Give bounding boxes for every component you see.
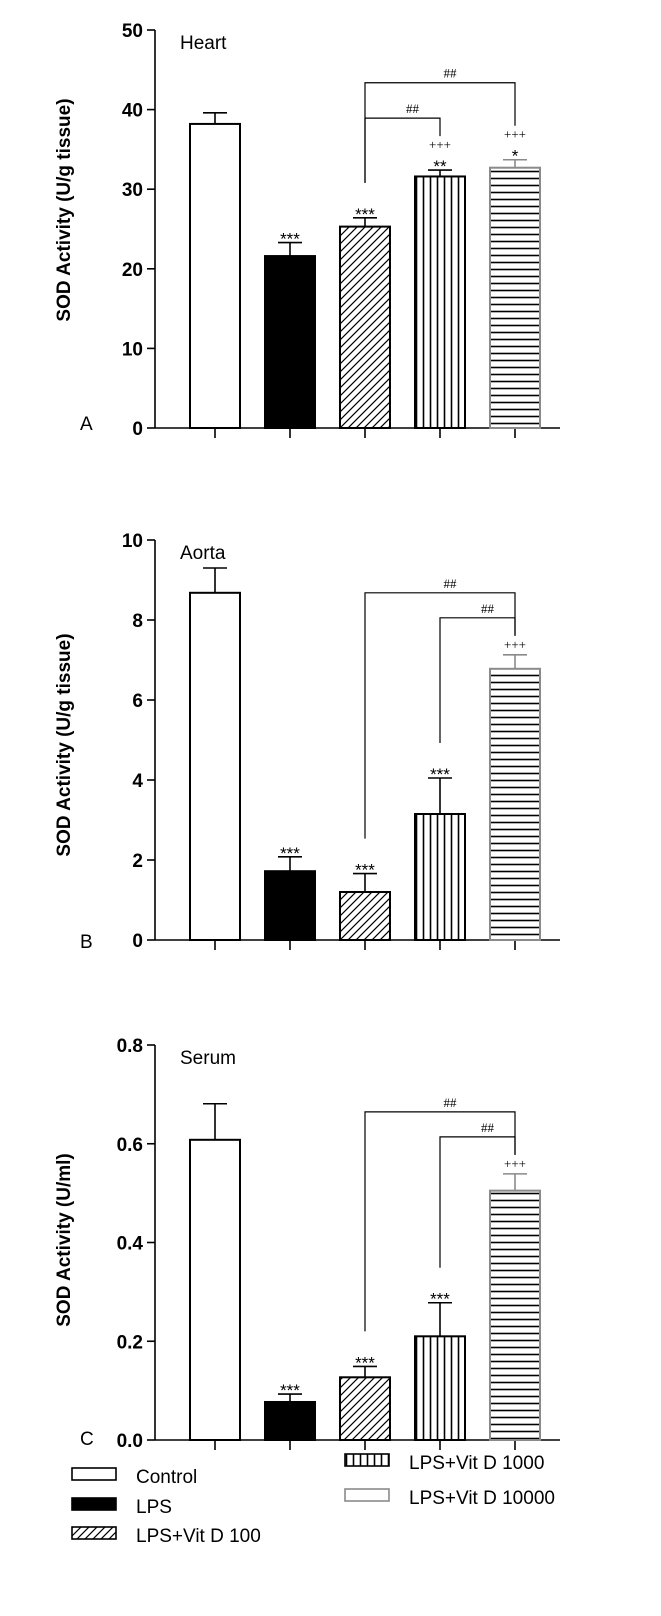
legend-label: LPS+Vit D 100 bbox=[136, 1526, 261, 1547]
significance-mark: *** bbox=[280, 230, 300, 249]
y-tick-label: 8 bbox=[132, 611, 143, 632]
panel-a: 0 10 20 30 40 50 SOD Activity (U/g tissue) Hear… bbox=[54, 21, 560, 440]
lps-vitd100-bar bbox=[339, 225, 391, 429]
legend-label: LPS+Vit D 10000 bbox=[409, 1488, 555, 1509]
y-tick-label: 0.6 bbox=[117, 1135, 143, 1156]
lps-vitd1000-bar bbox=[414, 1335, 466, 1441]
significance-mark: *** bbox=[280, 844, 300, 863]
y-tick-label: 0.0 bbox=[117, 1431, 143, 1452]
panel-title: Heart bbox=[180, 33, 227, 54]
bracket-label: ## bbox=[406, 101, 420, 116]
panel-letter: A bbox=[80, 414, 93, 435]
significance-mark: *** bbox=[355, 861, 375, 880]
control-bar bbox=[189, 122, 241, 429]
comparison-bracket bbox=[364, 592, 516, 839]
control-bar bbox=[189, 591, 241, 941]
y-tick-label: 0.4 bbox=[117, 1234, 144, 1255]
control-bar bbox=[189, 1138, 241, 1442]
significance-mark: ** bbox=[433, 157, 447, 176]
lps-bar bbox=[264, 870, 316, 942]
significance-mark: *** bbox=[430, 765, 450, 784]
y-tick-label: 0.2 bbox=[117, 1332, 143, 1353]
significance-mark: *** bbox=[430, 1290, 450, 1309]
significance-mark: *** bbox=[355, 205, 375, 224]
legend-label: LPS bbox=[136, 1497, 172, 1518]
lps-vitd1000-bar bbox=[414, 813, 466, 941]
legend-swatch bbox=[71, 1467, 117, 1481]
y-tick-label: 2 bbox=[132, 851, 143, 872]
legend-swatch bbox=[71, 1526, 117, 1540]
lps-vitd1000-bar bbox=[414, 175, 466, 429]
legend-swatch bbox=[344, 1488, 390, 1502]
significance-mark: +++ bbox=[504, 1156, 526, 1171]
comparison-bracket bbox=[364, 1111, 516, 1332]
bracket-label: ## bbox=[444, 576, 458, 591]
lps-vitd100-bar bbox=[339, 1376, 391, 1441]
y-tick-label: 20 bbox=[122, 260, 143, 281]
legend-swatch bbox=[344, 1453, 390, 1467]
y-tick-label: 4 bbox=[132, 771, 143, 792]
comparison-bracket bbox=[364, 82, 516, 183]
panel-letter: C bbox=[80, 1429, 94, 1450]
y-tick-label: 6 bbox=[132, 691, 143, 712]
y-tick-label: 40 bbox=[122, 101, 143, 122]
y-tick-label: 0.8 bbox=[117, 1036, 143, 1057]
y-axis-label: SOD Activity (U/g tissue) bbox=[54, 98, 75, 321]
lps-vitd10000-bar bbox=[489, 1189, 541, 1441]
legend-label: Control bbox=[136, 1467, 197, 1488]
y-tick-label: 50 bbox=[122, 21, 143, 42]
y-tick-label: 0 bbox=[132, 931, 143, 952]
legend-label: LPS+Vit D 1000 bbox=[409, 1453, 544, 1474]
y-tick-label: 0 bbox=[132, 419, 143, 440]
bracket-label: ## bbox=[444, 1095, 458, 1110]
panel-b: 0 2 4 6 8 10 SOD Activity (U/g tissue) Aorta B **… bbox=[54, 531, 560, 953]
legend: Control LPS LPS+Vit D 100 LPS+Vit D 1000 LPS… bbox=[71, 1453, 555, 1547]
panel-title: Serum bbox=[180, 1048, 236, 1069]
significance-mark: *** bbox=[280, 1381, 300, 1400]
y-tick-label: 30 bbox=[122, 180, 143, 201]
significance-mark: +++ bbox=[504, 127, 526, 142]
significance-mark: +++ bbox=[429, 137, 451, 152]
lps-vitd100-bar bbox=[339, 891, 391, 941]
significance-mark: +++ bbox=[504, 637, 526, 652]
y-tick-label: 10 bbox=[122, 339, 143, 360]
lps-bar bbox=[264, 1400, 316, 1441]
lps-vitd10000-bar bbox=[489, 667, 541, 941]
y-axis-label: SOD Activity (U/g tissue) bbox=[54, 633, 75, 856]
panel-c: 0.0 0.2 0.4 0.6 0.8 SOD Activity (U/ml) Serum C… bbox=[54, 1036, 560, 1452]
lps-bar bbox=[264, 255, 316, 429]
lps-vitd10000-bar bbox=[489, 166, 541, 429]
significance-mark: *** bbox=[355, 1353, 375, 1372]
y-axis-label: SOD Activity (U/ml) bbox=[54, 1153, 75, 1327]
bracket-label: ## bbox=[481, 601, 495, 616]
significance-mark: * bbox=[512, 147, 519, 166]
panel-title: Aorta bbox=[180, 543, 226, 564]
y-tick-label: 10 bbox=[122, 531, 143, 552]
bracket-label: ## bbox=[481, 1120, 495, 1135]
legend-swatch bbox=[71, 1497, 117, 1511]
panel-letter: B bbox=[80, 932, 93, 953]
bracket-label: ## bbox=[444, 66, 458, 81]
